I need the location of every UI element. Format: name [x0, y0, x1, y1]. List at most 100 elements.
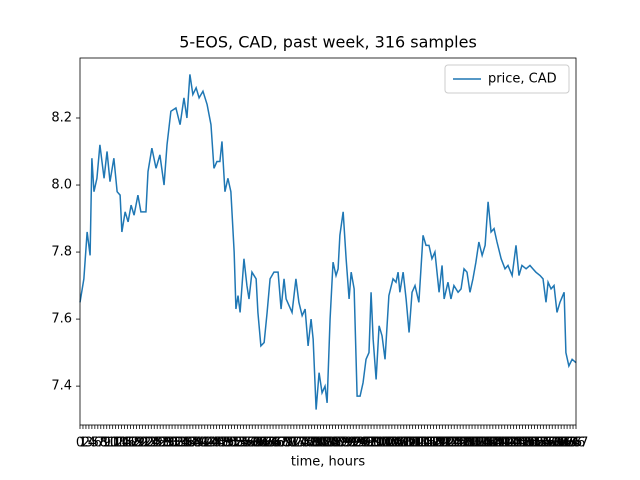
x-tick-label: 55	[235, 436, 252, 451]
x-tick-label: 138	[477, 436, 502, 451]
x-tick-label: 0	[76, 436, 84, 451]
x-tick-label: 151	[516, 436, 541, 451]
x-tick-label: 93	[348, 436, 365, 451]
y-tick-label: 7.6	[51, 312, 72, 327]
x-tick-label: 122	[430, 436, 455, 451]
x-tick-label: 46	[208, 436, 225, 451]
x-tick-label: 12	[107, 436, 124, 451]
x-tick-label: 18	[125, 436, 142, 451]
x-tick-label: 167	[564, 436, 589, 451]
y-tick-label: 8.2	[51, 110, 72, 125]
x-tick-label: 15	[116, 436, 133, 451]
x-tick-label: 26	[149, 436, 166, 451]
x-tick-label: 6	[94, 436, 102, 451]
x-tick-label: 25	[146, 436, 163, 451]
x-tick-label: 123	[433, 436, 458, 451]
x-tick-label: 42	[196, 436, 213, 451]
x-tick-label: 141	[486, 436, 511, 451]
x-tick-label: 94	[351, 436, 368, 451]
x-tick-label: 114	[406, 436, 431, 451]
x-tick-label: 160	[543, 436, 568, 451]
legend-box	[444, 64, 570, 94]
x-tick-label: 106	[382, 436, 407, 451]
x-tick-label: 139	[480, 436, 505, 451]
x-tick-label: 145	[498, 436, 523, 451]
x-tick-label: 58	[244, 436, 261, 451]
x-tick-label: 140	[483, 436, 508, 451]
x-tick-label: 92	[345, 436, 362, 451]
x-tick-label: 13	[110, 436, 127, 451]
x-tick-label: 72	[286, 436, 303, 451]
x-tick-label: 100	[365, 436, 390, 451]
x-tick-label: 117	[415, 436, 440, 451]
x-tick-label: 54	[232, 436, 249, 451]
x-tick-label: 91	[342, 436, 359, 451]
legend-label: price, CAD	[488, 72, 557, 87]
x-tick-label: 53	[229, 436, 246, 451]
x-tick-label: 121	[427, 436, 452, 451]
y-tick-label: 7.8	[51, 245, 72, 260]
x-tick-label: 109	[391, 436, 416, 451]
x-tick-label: 131	[457, 436, 482, 451]
x-tick-label: 14	[113, 436, 130, 451]
x-tick-label: 3	[85, 436, 93, 451]
x-tick-label: 158	[537, 436, 562, 451]
x-tick-label: 126	[442, 436, 467, 451]
x-tick-label: 41	[193, 436, 210, 451]
x-axis-label: time, hours	[291, 455, 365, 470]
x-tick-label: 16	[119, 436, 136, 451]
x-tick-label: 132	[460, 436, 485, 451]
x-tick-label: 97	[360, 436, 377, 451]
x-tick-label: 51	[223, 436, 240, 451]
price-line	[79, 74, 577, 410]
x-tick-label: 153	[522, 436, 547, 451]
x-tick-label: 125	[439, 436, 464, 451]
x-tick-label: 60	[250, 436, 267, 451]
x-tick-label: 50	[220, 436, 237, 451]
x-tick-label: 120	[424, 436, 449, 451]
x-tick-label: 9	[103, 436, 111, 451]
x-tick-label: 31	[164, 436, 181, 451]
x-tick-label: 71	[283, 436, 300, 451]
x-tick-label: 61	[253, 436, 270, 451]
x-tick-label: 30	[161, 436, 178, 451]
x-tick-label: 96	[357, 436, 374, 451]
x-tick-label: 104	[376, 436, 401, 451]
x-tick-label: 52	[226, 436, 243, 451]
x-tick-label: 155	[528, 436, 553, 451]
x-tick-label: 78	[303, 436, 320, 451]
x-tick-label: 137	[474, 436, 499, 451]
x-tick-label: 66	[268, 436, 285, 451]
x-tick-label: 150	[513, 436, 538, 451]
x-tick-label: 43	[199, 436, 216, 451]
x-tick-label: 107	[385, 436, 410, 451]
x-tick-label: 64	[262, 436, 279, 451]
x-tick-label: 154	[525, 436, 550, 451]
x-tick-label: 83	[318, 436, 335, 451]
x-tick-label: 102	[371, 436, 396, 451]
x-tick-label: 74	[292, 436, 309, 451]
x-tick-label: 88	[333, 436, 350, 451]
x-tick-label: 75	[294, 436, 311, 451]
x-tick-label: 69	[277, 436, 294, 451]
x-tick-label: 56	[238, 436, 255, 451]
x-tick-label: 130	[454, 436, 479, 451]
plot-frame	[79, 57, 577, 426]
x-tick-label: 84	[321, 436, 338, 451]
x-tick-label: 119	[421, 436, 446, 451]
x-tick-label: 136	[472, 436, 497, 451]
x-tick-label: 116	[412, 436, 437, 451]
x-tick-label: 115	[409, 436, 434, 451]
x-tick-label: 87	[330, 436, 347, 451]
x-tick-label: 73	[289, 436, 306, 451]
x-tick-label: 89	[336, 436, 353, 451]
x-tick-label: 10	[101, 436, 118, 451]
x-tick-label: 112	[400, 436, 425, 451]
x-tick-label: 33	[170, 436, 187, 451]
x-tick-label: 20	[131, 436, 148, 451]
x-tick-label: 164	[555, 436, 580, 451]
x-tick-label: 48	[214, 436, 231, 451]
x-tick-label: 152	[519, 436, 544, 451]
x-tick-label: 59	[247, 436, 264, 451]
